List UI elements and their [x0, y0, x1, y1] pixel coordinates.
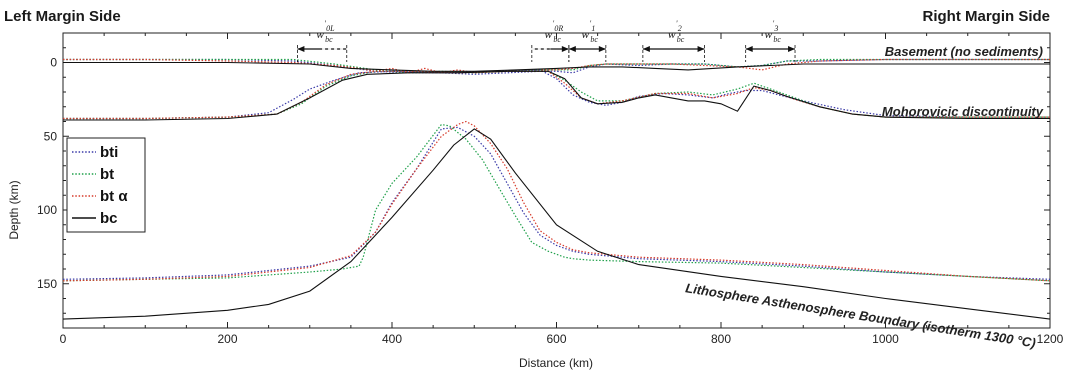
w-arrowhead	[598, 46, 606, 52]
legend-label-bta: bt α	[100, 188, 128, 205]
series-bta-lab	[62, 120, 1051, 282]
series-bc-lab	[62, 128, 1051, 320]
w-arrowhead	[568, 46, 576, 52]
w-marker-2: w 2 bc '	[642, 19, 705, 62]
series-bt-lab	[62, 123, 1051, 282]
w-label-sub: bc	[773, 35, 781, 44]
w-marker-0R: w 0R bc '	[531, 19, 570, 62]
w-arrowhead	[697, 46, 705, 52]
w-marker-1: w 1 bc '	[568, 19, 607, 62]
y-axis-label: Depth (km)	[7, 180, 21, 239]
basement-annotation: Basement (no sediments)	[885, 44, 1043, 59]
legend-label-bc: bc	[100, 210, 118, 227]
w-arrowhead	[297, 46, 305, 52]
legend-box	[66, 137, 146, 233]
left-margin-title: Left Margin Side	[4, 8, 121, 25]
legend-label-bt: bt	[100, 166, 114, 183]
w-label-prime: '	[552, 19, 554, 28]
x-tick-label: 600	[546, 332, 566, 346]
w-arrowhead	[642, 46, 650, 52]
x-tick-label: 0	[60, 332, 67, 346]
w-arrowhead	[745, 46, 753, 52]
x-tick-label: 400	[382, 332, 402, 346]
x-tick-label: 800	[711, 332, 731, 346]
w-label-prime: '	[589, 19, 591, 28]
moho-annotation: Mohorovicic discontinuity	[882, 104, 1044, 119]
w-label: w	[668, 27, 676, 41]
w-label-sup: 3	[773, 24, 778, 33]
y-tick-label: 50	[44, 129, 58, 143]
w-arrowhead	[561, 46, 569, 52]
y-axis: 0 50 100 150	[37, 47, 1050, 314]
series-bc-moho	[63, 70, 1050, 121]
w-label-prime: '	[772, 19, 774, 28]
x-axis: 0 200 400 600 800 1000 1200	[60, 33, 1064, 346]
series-bti-lab	[62, 126, 1051, 280]
w-marker-0L: w 0L bc '	[297, 19, 348, 62]
w-label: w	[316, 27, 324, 41]
x-tick-label: 1200	[1037, 332, 1064, 346]
x-tick-label: 200	[217, 332, 237, 346]
series-lines	[62, 58, 1051, 320]
w-label-sub: bc	[677, 35, 685, 44]
w-label-sub: bc	[325, 35, 333, 44]
y-tick-label: 0	[50, 56, 57, 70]
w-label-sub: bc	[553, 35, 561, 44]
y-tick-label: 150	[37, 277, 57, 291]
w-label: w	[581, 27, 589, 41]
w-label-sub: bc	[590, 35, 598, 44]
lab-annotation: Lithosphere Asthenosphere Boundary (isot…	[684, 280, 1036, 350]
w-label-prime: '	[676, 19, 678, 28]
x-axis-label: Distance (km)	[519, 356, 593, 370]
w-arrowhead	[788, 46, 796, 52]
series-bt-basement	[63, 58, 1050, 74]
right-margin-title: Right Margin Side	[923, 8, 1051, 25]
w-label-prime: '	[324, 19, 326, 28]
x-tick-label: 1000	[872, 332, 899, 346]
legend-label-bti: bti	[100, 144, 118, 161]
w-label: w	[764, 27, 772, 41]
w-marker-3: w 3 bc '	[745, 19, 796, 62]
series-bc-basement	[63, 61, 1050, 72]
w-label-sup: 1	[591, 24, 595, 33]
w-label: w	[544, 27, 552, 41]
series-bta-basement	[63, 58, 1050, 74]
series-bti-basement	[63, 58, 1050, 75]
legend: bti bt bt α bc	[66, 137, 146, 233]
w-label-sup: 2	[678, 24, 682, 33]
y-tick-label: 100	[37, 203, 57, 217]
w-label-sup: 0R	[554, 24, 563, 33]
w-label-sup: 0L	[326, 24, 335, 33]
